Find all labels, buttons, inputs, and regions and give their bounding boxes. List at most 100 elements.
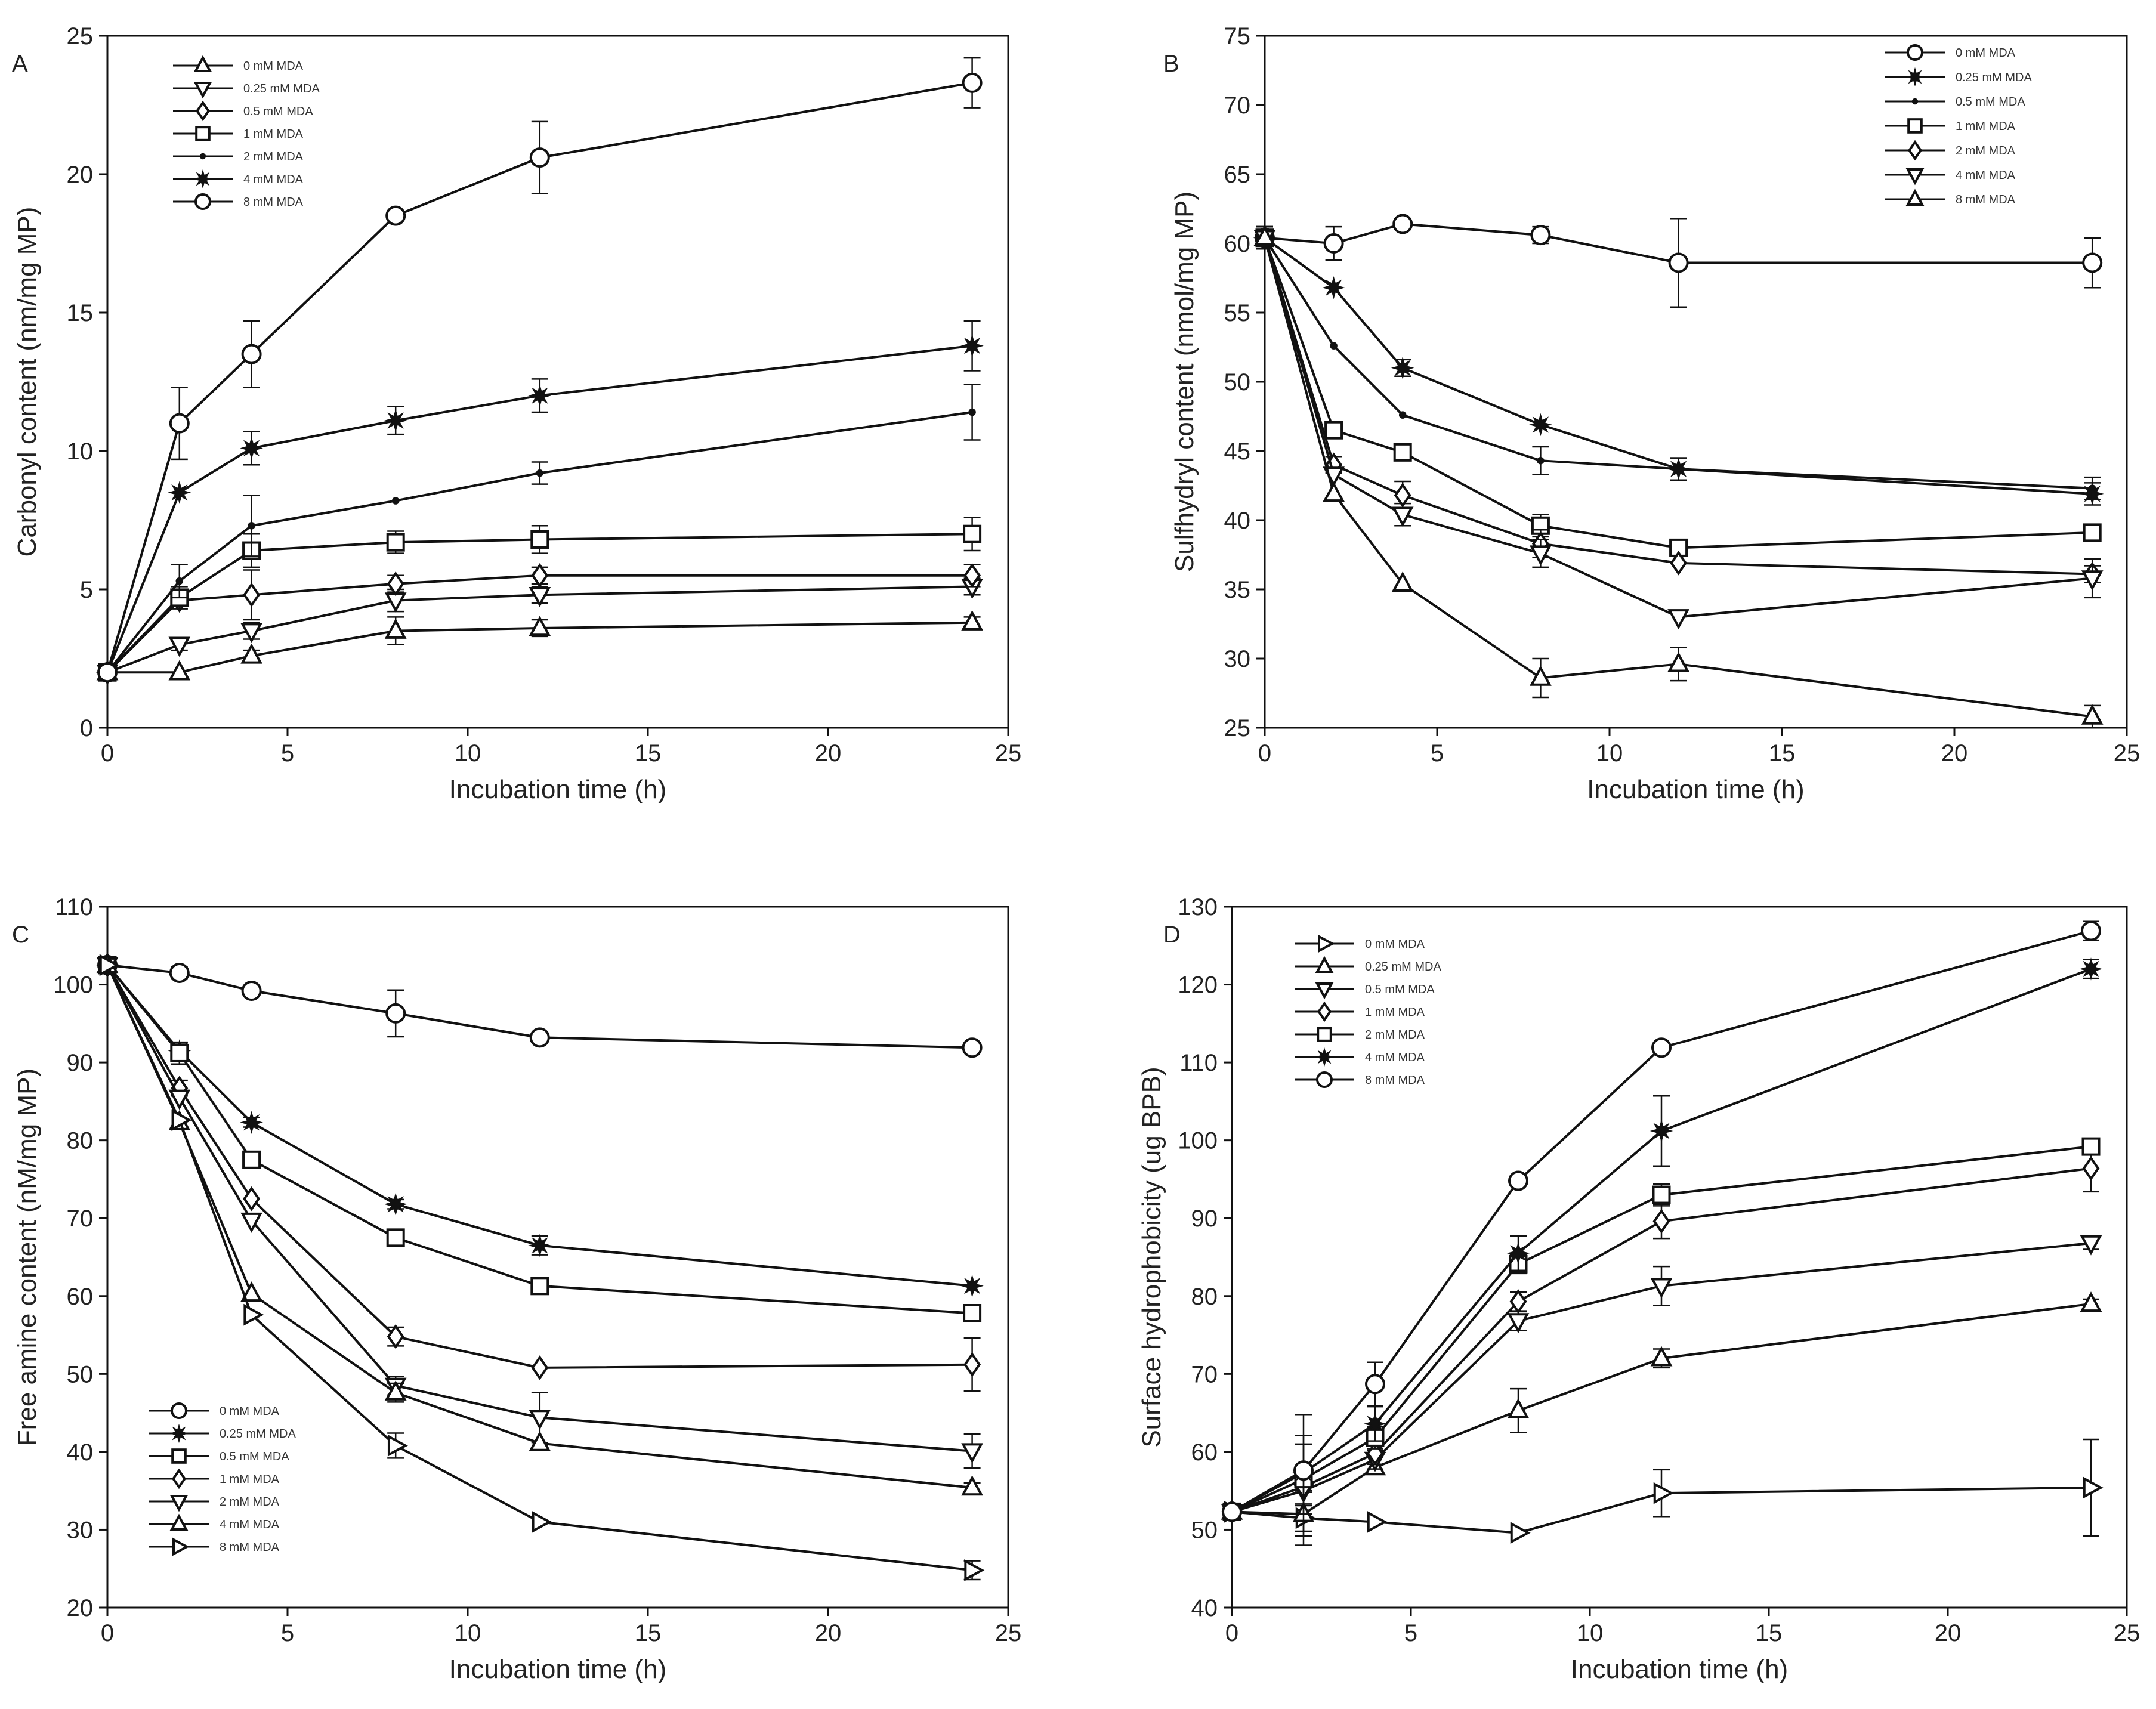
panel-d-x-tick-label: 10 xyxy=(1577,1620,1604,1646)
panel-d-letter: D xyxy=(1163,922,1181,948)
panel-a-y-tick-label: 0 xyxy=(80,715,93,741)
panel-c-series-0-mm-mda-point xyxy=(529,1027,550,1048)
panel-a-series-8-mm-mda-point xyxy=(169,413,190,434)
panel-a-legend-entry-0-mm-mda-swatch-marker xyxy=(193,55,212,72)
panel-a-series-4-mm-mda-point xyxy=(240,437,263,460)
panel-b-series-2-mm-mda-line xyxy=(1264,237,2093,576)
panel-a-series-0-25-mm-mda-point xyxy=(168,636,191,657)
panel-c-legend-entry-0-5-mm-mda-label: 0.5 mM MDA xyxy=(220,1450,289,1463)
panel-d-legend-entry-0-25-mm-mda: 0.25 mM MDA xyxy=(1295,956,1441,974)
panel-a-y-axis-label: Carbonyl content (nm/mg MP) xyxy=(13,207,42,557)
panel-a-series-0-mm-mda-point xyxy=(168,660,191,681)
panel-c-series-2-mm-mda-point xyxy=(529,1410,551,1430)
panel-b-series-0-25-mm-mda-point xyxy=(1529,413,1552,437)
panel-a-x-tick-label: 25 xyxy=(995,740,1022,767)
panel-a-letter: A xyxy=(12,51,28,77)
panel-c-y-tick-label: 70 xyxy=(67,1206,94,1232)
panel-b-legend-entry-0-mm-mda-label: 0 mM MDA xyxy=(1956,47,2016,60)
panel-c-series-8-mm-mda-point xyxy=(964,1559,985,1581)
panel-b-series-0-25-mm-mda-point xyxy=(1322,276,1345,299)
panel-d-series-1-mm-mda-line xyxy=(1231,1167,2092,1513)
panel-c-legend-entry-2-mm-mda-label: 2 mM MDA xyxy=(220,1495,280,1509)
panel-b-series-0-5-mm-mda-point xyxy=(1675,465,1682,473)
panel-d-legend-entry-0-25-mm-mda-label: 0.25 mM MDA xyxy=(1365,960,1441,974)
panel-a-series-0-5-mm-mda-point xyxy=(387,571,404,597)
panel-d-legend-entry-2-mm-mda-label: 2 mM MDA xyxy=(1365,1028,1425,1042)
panel-b-legend-entry-8-mm-mda-swatch-marker xyxy=(1905,188,1925,206)
panel-b-y-tick-label: 35 xyxy=(1224,577,1251,603)
panel-c-series-4-mm-mda-point xyxy=(961,1475,983,1496)
panel-c-series-2-mm-mda-line xyxy=(106,964,972,1453)
panel-d-series-2-mm-mda-line xyxy=(1231,1145,2092,1513)
panel-b-series-0-mm-mda-point xyxy=(1392,214,1413,234)
panel-c: 0 5 10 15 20 25 20 30 40 50 60 70 80 90 100 110 Incubati… xyxy=(12,894,1021,1684)
panel-a-series-2-mm-mda-point xyxy=(968,408,976,416)
panel-c-series-8-mm-mda-point xyxy=(243,1303,264,1326)
panel-c-legend-entry-0-mm-mda-swatch-marker xyxy=(171,1402,187,1419)
panel-d-series-0-mm-mda-point xyxy=(2083,1476,2104,1499)
panel-c-legend-entry-4-mm-mda-label: 4 mM MDA xyxy=(220,1518,280,1531)
panel-c-series-0-5-mm-mda-line xyxy=(106,964,972,1315)
panel-b-series-0-mm-mda-line xyxy=(1264,222,2093,264)
panel-a-legend-entry-1-mm-mda: 1 mM MDA xyxy=(173,126,304,141)
panel-b-series-8-mm-mda-point xyxy=(1323,481,1345,502)
panel-a-y-tick-label: 5 xyxy=(80,577,93,603)
panel-c-legend-entry-0-mm-mda-label: 0 mM MDA xyxy=(220,1405,280,1418)
panel-a-series-8-mm-mda-line xyxy=(106,81,972,673)
panel-a-series-1-mm-mda-point xyxy=(386,533,405,552)
panel-d-series-0-5-mm-mda-point xyxy=(2080,1235,2102,1256)
panel-d-legend-entry-0-mm-mda-label: 0 mM MDA xyxy=(1365,938,1425,951)
panel-c-x-tick-label: 15 xyxy=(635,1620,662,1646)
panel-b-legend-entry-0-5-mm-mda-label: 0.5 mM MDA xyxy=(1956,95,2025,109)
panel-c-series-0-25-mm-mda-line xyxy=(106,964,972,1287)
panel-a-series-0-25-mm-mda-line xyxy=(107,585,972,674)
panel-c-x-tick-label: 20 xyxy=(815,1620,842,1646)
panel-c-series-4-mm-mda-point xyxy=(384,1380,407,1401)
panel-c-legend-entry-4-mm-mda: 4 mM MDA xyxy=(149,1513,280,1531)
panel-c-x-tick-label: 5 xyxy=(281,1620,294,1646)
panel-c-plot-frame xyxy=(106,906,1009,1609)
panel-d-y-tick-label: 100 xyxy=(1178,1128,1218,1154)
panel-a-series-1-mm-mda-point xyxy=(963,524,982,543)
panel-a-series-8-mm-mda-point xyxy=(529,147,550,168)
panel-a-y-tick-label: 25 xyxy=(67,23,94,50)
panel-a-series-0-mm-mda-point xyxy=(961,610,983,631)
panel-a-legend-entry-0-5-mm-mda-swatch-marker xyxy=(195,100,211,122)
panel-c-x-tick-label: 0 xyxy=(101,1620,114,1646)
panel-d-x-tick-label: 15 xyxy=(1756,1620,1783,1646)
panel-b-x-tick-label: 0 xyxy=(1258,740,1271,767)
panel-a-series-0-5-mm-mda-point xyxy=(963,563,981,588)
panel-a-series-2-mm-mda-point xyxy=(248,522,255,530)
panel-d-legend-entry-4-mm-mda: 4 mM MDA xyxy=(1295,1047,1425,1067)
panel-c-series-0-mm-mda-point xyxy=(169,962,190,983)
panel-c-legend-entry-2-mm-mda-swatch-marker xyxy=(169,1495,189,1512)
panel-c-legend-entry-1-mm-mda-swatch-marker xyxy=(171,1468,187,1489)
panel-d-y-tick-label: 80 xyxy=(1191,1284,1218,1310)
panel-d-series-0-5-mm-mda-line xyxy=(1231,1242,2092,1513)
panel-c-y-tick-label: 50 xyxy=(67,1361,94,1387)
panel-b-series-0-mm-mda-point xyxy=(1323,233,1344,254)
panel-c-series-8-mm-mda-point xyxy=(171,1109,192,1132)
panel-c-legend-entry-8-mm-mda-swatch-marker xyxy=(172,1537,190,1556)
panel-a: 0 5 10 15 20 25 0 5 10 15 20 25 Incubation time (h) C… xyxy=(12,23,1021,804)
panel-d-series-0-25-mm-mda-point xyxy=(1507,1398,1530,1418)
panel-c-series-2-mm-mda-point xyxy=(240,1212,262,1233)
panel-c-legend-entry-0-25-mm-mda: 0.25 mM MDA xyxy=(149,1423,296,1444)
panel-a-series-0-25-mm-mda-point xyxy=(529,587,551,607)
panel-a-series-8-mm-mda-point xyxy=(97,662,118,683)
panel-d-series-1-mm-mda-point xyxy=(2082,1155,2100,1181)
panel-c-series-8-mm-mda-point xyxy=(387,1435,408,1457)
panel-c-series-0-5-mm-mda-point xyxy=(386,1228,405,1247)
panel-d-x-axis-label: Incubation time (h) xyxy=(1571,1655,1788,1684)
panel-a-legend-entry-0-mm-mda-label: 0 mM MDA xyxy=(243,60,304,73)
panel-a-legend-entry-0-5-mm-mda: 0.5 mM MDA xyxy=(173,100,313,122)
panel-b-legend-entry-8-mm-mda-label: 8 mM MDA xyxy=(1956,193,2016,206)
panel-d-series-0-25-mm-mda-point xyxy=(2080,1291,2102,1312)
panel-b-x-axis-label: Incubation time (h) xyxy=(1587,775,1804,804)
panel-a-y-tick-label: 15 xyxy=(67,300,94,326)
panel-b-x-tick-label: 10 xyxy=(1596,740,1623,767)
panel-a-series-8-mm-mda-point xyxy=(385,205,406,226)
panel-d-legend-entry-4-mm-mda-label: 4 mM MDA xyxy=(1365,1051,1425,1064)
panel-c-legend-entry-0-25-mm-mda-swatch-marker xyxy=(169,1423,189,1444)
